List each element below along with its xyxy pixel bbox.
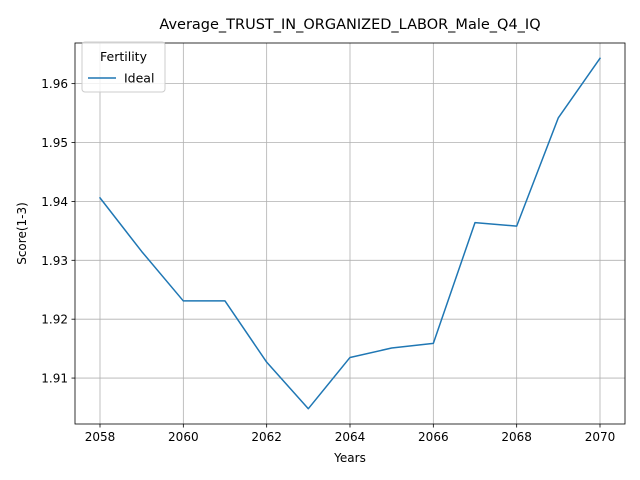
- series-layer: [98, 57, 602, 410]
- legend-title: Fertility: [100, 49, 148, 64]
- y-tick-label: 1.95: [41, 136, 68, 150]
- x-axis-label: Years: [333, 451, 366, 465]
- x-tick-label: 2062: [251, 430, 282, 444]
- legend: Fertility Ideal: [81, 41, 166, 93]
- x-tick-label: 2060: [168, 430, 199, 444]
- x-tick-label: 2070: [585, 430, 616, 444]
- y-tick-label: 1.96: [41, 77, 68, 91]
- x-axis-ticks: 2058 2060 2062 2064 2066 2068 2070: [85, 424, 616, 444]
- x-tick-label: 2066: [418, 430, 449, 444]
- grid-lines: [75, 43, 625, 424]
- x-tick-label: 2068: [501, 430, 532, 444]
- y-tick-label: 1.91: [41, 372, 68, 386]
- y-axis-ticks: 1.91 1.92 1.93 1.94 1.95 1.96: [41, 77, 75, 386]
- y-axis-label: Score(1-3): [15, 202, 29, 265]
- y-tick-label: 1.94: [41, 195, 68, 209]
- x-tick-label: 2058: [85, 430, 116, 444]
- legend-label-ideal: Ideal: [124, 71, 154, 86]
- legend-box: [81, 41, 166, 93]
- chart-title: Average_TRUST_IN_ORGANIZED_LABOR_Male_Q4…: [159, 17, 540, 33]
- series-line-ideal: [98, 57, 602, 410]
- y-tick-label: 1.93: [41, 254, 68, 268]
- x-tick-label: 2064: [335, 430, 366, 444]
- y-tick-label: 1.92: [41, 313, 68, 327]
